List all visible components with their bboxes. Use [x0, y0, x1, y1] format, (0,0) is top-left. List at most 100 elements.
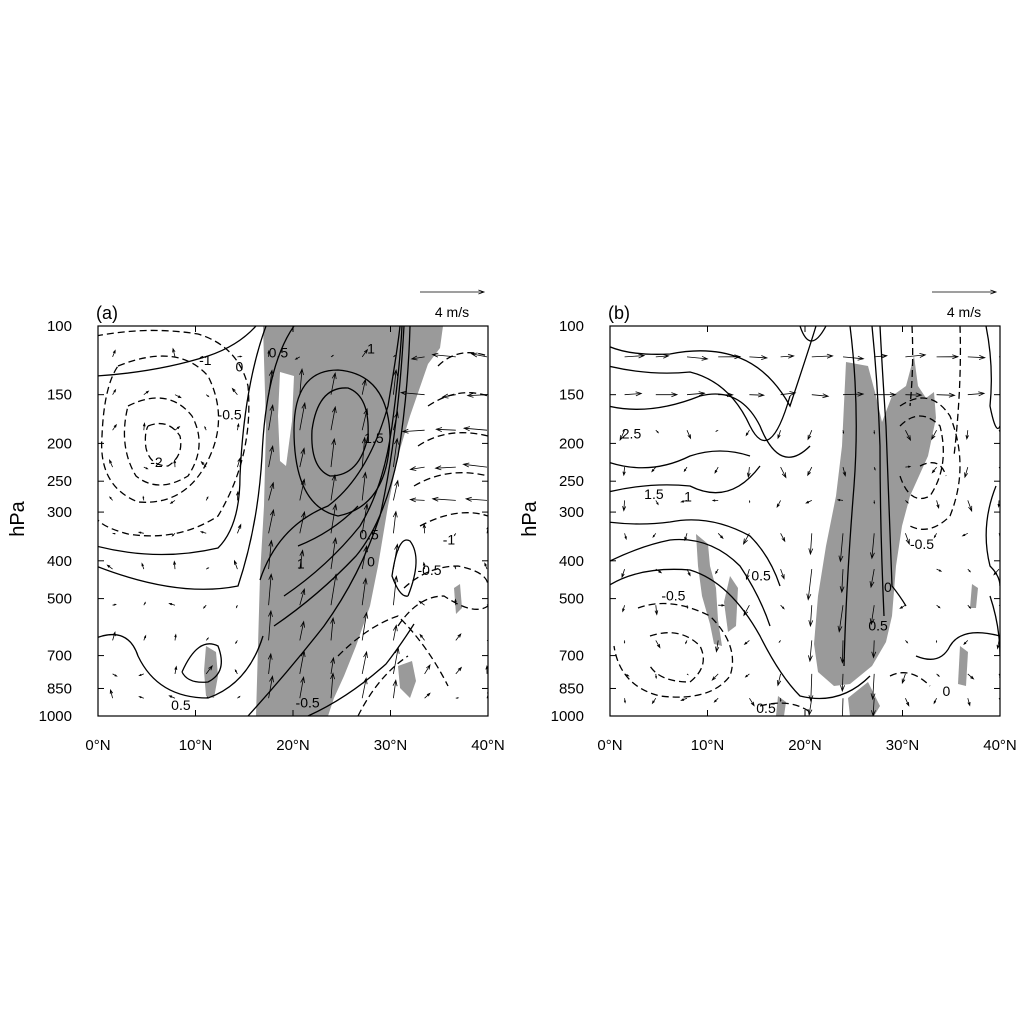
wind-vector — [840, 640, 845, 664]
wind-vector — [683, 466, 688, 473]
wind-vector — [267, 349, 270, 357]
reference-vector — [932, 289, 998, 295]
wind-vector — [237, 456, 241, 468]
wind-vector — [808, 605, 814, 628]
wind-vector — [901, 673, 906, 685]
reference-vector — [420, 289, 486, 295]
x-tick-label: 10°N — [691, 737, 725, 754]
contour-line-positive — [610, 538, 771, 627]
panel-label: (a) — [96, 303, 118, 323]
wind-vector — [780, 533, 786, 543]
contour-label: -0.5 — [661, 588, 685, 604]
wind-vector — [778, 640, 781, 644]
wind-vector — [268, 539, 274, 570]
wind-vector — [931, 466, 937, 474]
contour-line-positive — [311, 387, 369, 477]
wind-vector — [936, 354, 960, 360]
wind-vector — [361, 502, 369, 534]
wind-vector — [112, 532, 117, 535]
wind-vector — [964, 466, 969, 479]
wind-vector — [454, 565, 457, 570]
contour-label: 1 — [367, 340, 375, 356]
wind-vector — [808, 640, 813, 663]
contour-line-positive — [843, 326, 857, 667]
wind-vector — [963, 640, 969, 646]
wind-vector — [807, 698, 813, 716]
contour-line-positive — [391, 539, 417, 597]
contour-line-positive — [98, 326, 267, 556]
wind-vector — [685, 640, 688, 645]
contour-line-negative — [123, 397, 200, 486]
wind-vector — [655, 640, 661, 649]
contour-line-positive — [98, 633, 264, 699]
wind-vector — [777, 430, 781, 440]
contour-label: 0 — [236, 359, 244, 375]
wind-vector — [138, 673, 144, 677]
wind-vector — [935, 640, 938, 644]
contour-line-positive — [985, 326, 1000, 430]
contour-label: 0 — [943, 683, 951, 699]
contour-line-positive — [273, 326, 411, 627]
contour-line-negative — [413, 472, 488, 487]
reference-vector-label: 4 m/s — [435, 304, 469, 320]
wind-vector — [393, 411, 399, 431]
wind-vector — [174, 665, 178, 674]
shading-gap — [278, 372, 294, 466]
contour-line-negative — [337, 615, 449, 687]
contour-line-negative — [397, 595, 488, 627]
wind-vector — [748, 500, 751, 504]
y-tick-label: 250 — [47, 473, 72, 490]
wind-vector — [361, 348, 369, 358]
x-tick-label: 40°N — [983, 737, 1017, 754]
contour-line-negative — [889, 672, 931, 687]
wind-vector — [715, 568, 719, 575]
wind-vector — [299, 549, 305, 570]
wind-vector — [655, 429, 660, 434]
wind-vector — [686, 568, 691, 577]
wind-vector — [206, 567, 210, 570]
wind-vector — [205, 637, 209, 641]
wind-vector — [142, 495, 145, 501]
wind-vector — [742, 533, 750, 545]
wind-vector — [743, 605, 750, 617]
wind-vector — [205, 696, 209, 699]
contour-line-positive — [259, 326, 401, 581]
wind-vector — [294, 356, 300, 360]
contour-line-positive — [915, 632, 1000, 660]
wind-vector — [330, 616, 335, 641]
wind-vector — [967, 673, 975, 680]
contour-line-negative — [100, 355, 220, 503]
wind-vector — [805, 500, 812, 504]
contour-label: 0 — [884, 579, 892, 595]
wind-vector — [624, 673, 630, 677]
wind-vector — [202, 604, 207, 609]
contour-line-negative — [98, 329, 250, 537]
wind-vector — [842, 391, 865, 397]
wind-vector — [808, 533, 814, 556]
contour-line-positive — [610, 365, 791, 442]
wind-vector — [361, 650, 368, 674]
y-tick-label: 850 — [47, 680, 72, 697]
wind-vector — [393, 543, 399, 570]
x-tick-label: 30°N — [886, 737, 920, 754]
wind-vector — [112, 423, 117, 431]
wind-vector — [998, 356, 1000, 358]
wind-vector — [936, 673, 940, 677]
wind-vector — [235, 640, 238, 645]
wind-vector — [234, 559, 238, 570]
wind-vector — [967, 698, 971, 707]
wind-vector — [237, 355, 243, 358]
wind-vector — [143, 466, 149, 470]
wind-vector — [936, 568, 943, 572]
shading-region — [724, 576, 738, 632]
wind-vector — [780, 604, 785, 610]
y-tick-label: 100 — [47, 318, 72, 335]
contour-line-positive — [610, 519, 781, 587]
wind-vector — [137, 531, 144, 534]
contour-label: 0.5 — [171, 697, 191, 713]
contour-line-positive — [871, 326, 885, 617]
wind-vector — [619, 430, 625, 442]
wind-vector — [418, 600, 425, 606]
wind-vector — [173, 459, 177, 468]
contour-line-negative — [403, 565, 488, 589]
